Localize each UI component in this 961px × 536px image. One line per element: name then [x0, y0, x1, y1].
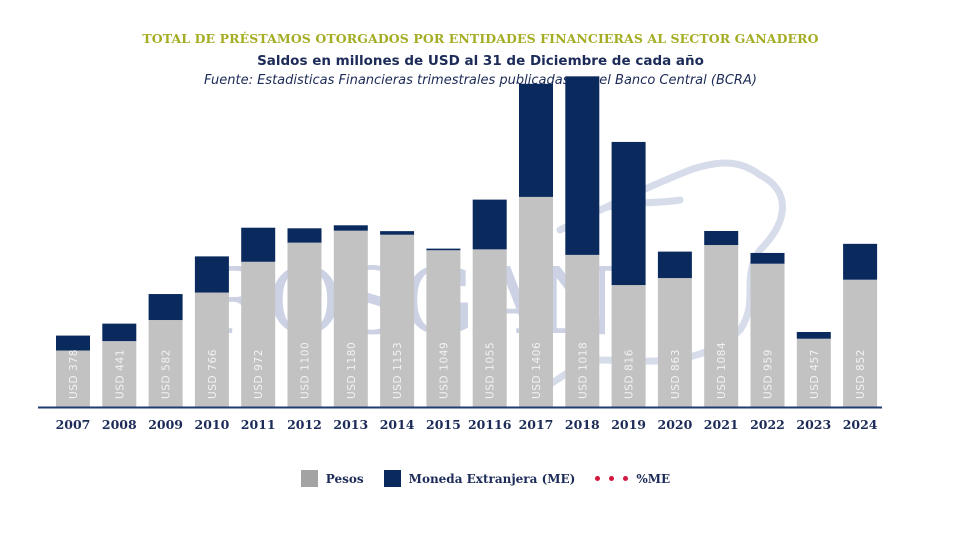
- bar-me: [194, 256, 229, 293]
- bar-pesos: [704, 245, 739, 407]
- legend: Pesos Moneda Extranjera (ME) %ME: [0, 470, 961, 487]
- x-tick-label: 2009: [148, 417, 183, 432]
- bar-me: [148, 294, 183, 321]
- legend-item-pesos: Pesos: [300, 470, 364, 487]
- bar-me: [102, 323, 137, 342]
- x-tick-label: 2014: [380, 417, 415, 432]
- bar-value-label: USD 1153: [392, 342, 404, 399]
- x-tick-label: 2020: [658, 417, 693, 432]
- x-tick-label: 2022: [750, 417, 785, 432]
- bar-pesos: [287, 242, 322, 407]
- bar-pesos: [843, 279, 878, 407]
- bar-me: [843, 243, 878, 280]
- chart-subtitle: Saldos en millones de USD al 31 de Dicie…: [257, 53, 704, 69]
- bar-me: [241, 227, 276, 262]
- bars: [56, 76, 878, 407]
- bar-pesos: [380, 234, 415, 407]
- x-tick-label: 2024: [843, 417, 878, 432]
- x-tick-label: 2015: [426, 417, 461, 432]
- bar-pesos: [750, 263, 785, 407]
- bar-value-label: USD 441: [114, 349, 126, 399]
- chart-title: TOTAL DE PRÉSTAMOS OTORGADOS POR ENTIDAD…: [142, 31, 819, 46]
- legend-item-me: Moneda Extranjera (ME): [383, 470, 576, 487]
- bar-me: [704, 230, 739, 246]
- bar-value-label: USD 972: [253, 349, 265, 399]
- dotted-line-icon: [595, 476, 629, 481]
- x-tick-label: 2010: [195, 417, 230, 432]
- bar-pesos: [102, 341, 137, 407]
- bar-pesos: [657, 278, 692, 407]
- x-tick-label: 2019: [611, 417, 646, 432]
- chart-source: Fuente: Estadisticas Financieras trimest…: [204, 73, 757, 88]
- bar-pesos: [796, 338, 831, 407]
- legend-item-pct: %ME: [595, 472, 670, 486]
- me-swatch-icon: [383, 470, 401, 487]
- bar-pesos: [148, 320, 183, 407]
- bar-pesos: [426, 250, 461, 407]
- bar-me: [472, 199, 507, 250]
- labels: USD 378 USD 441 USD 582 USD 766 USD 972 USD 1…: [68, 342, 867, 399]
- bar-value-label: USD 1180: [346, 342, 358, 399]
- x-tick-label: 2018: [565, 417, 600, 432]
- bar-me: [519, 83, 553, 197]
- x-axis: 2007 2008 2009 2010 2011 2012 2013 2014 2015 2011…: [38, 406, 882, 432]
- legend-label-pct: %ME: [636, 471, 671, 486]
- pesos-swatch-icon: [300, 470, 318, 487]
- bar-me: [796, 331, 831, 339]
- bar-pesos: [333, 230, 368, 407]
- bar-pesos: [472, 249, 507, 407]
- bar-value-label: USD 1018: [577, 342, 589, 399]
- bar-pesos: [565, 254, 600, 407]
- bar-me: [657, 251, 692, 279]
- x-tick-label: 2012: [287, 417, 322, 432]
- bar-me: [287, 228, 322, 243]
- bar-me: [611, 141, 646, 286]
- bar-pesos: [56, 350, 90, 407]
- bar-pesos: [241, 261, 276, 407]
- x-tick-label: 20116: [468, 417, 512, 432]
- bar-me: [333, 225, 368, 231]
- x-tick-label: 2013: [333, 417, 368, 432]
- x-tick-label: 2023: [796, 417, 831, 432]
- x-tick-label: 2007: [56, 417, 91, 432]
- bar-value-label: USD 378: [68, 349, 80, 399]
- bar-value-label: USD 959: [763, 349, 775, 399]
- bar-me: [56, 335, 90, 351]
- bar-value-label: USD 1084: [716, 342, 728, 399]
- x-tick-label: 2017: [519, 417, 554, 432]
- bar-value-label: USD 1406: [531, 342, 543, 399]
- x-tick-label: 2021: [704, 417, 739, 432]
- bar-value-label: USD 766: [207, 349, 219, 399]
- bar-me: [750, 252, 785, 264]
- bar-value-label: USD 1100: [300, 342, 312, 399]
- bar-me: [565, 76, 600, 255]
- legend-label-pesos: Pesos: [325, 471, 364, 486]
- x-tick-label: 2008: [102, 417, 137, 432]
- bar-value-label: USD 582: [161, 349, 173, 399]
- bar-pesos: [519, 196, 553, 407]
- bar-value-label: USD 816: [624, 349, 636, 399]
- bar-me: [380, 231, 415, 235]
- bar-me: [426, 248, 461, 251]
- x-tick-label: 2011: [241, 417, 276, 432]
- bar-pesos: [194, 292, 229, 407]
- legend-label-me: Moneda Extranjera (ME): [408, 471, 576, 486]
- bar-value-label: USD 863: [670, 349, 682, 399]
- bar-value-label: USD 852: [855, 349, 867, 399]
- bar-value-label: USD 1055: [485, 342, 497, 399]
- bar-pesos: [611, 285, 646, 407]
- bar-value-label: USD 1049: [438, 342, 450, 399]
- bar-value-label: USD 457: [809, 349, 821, 399]
